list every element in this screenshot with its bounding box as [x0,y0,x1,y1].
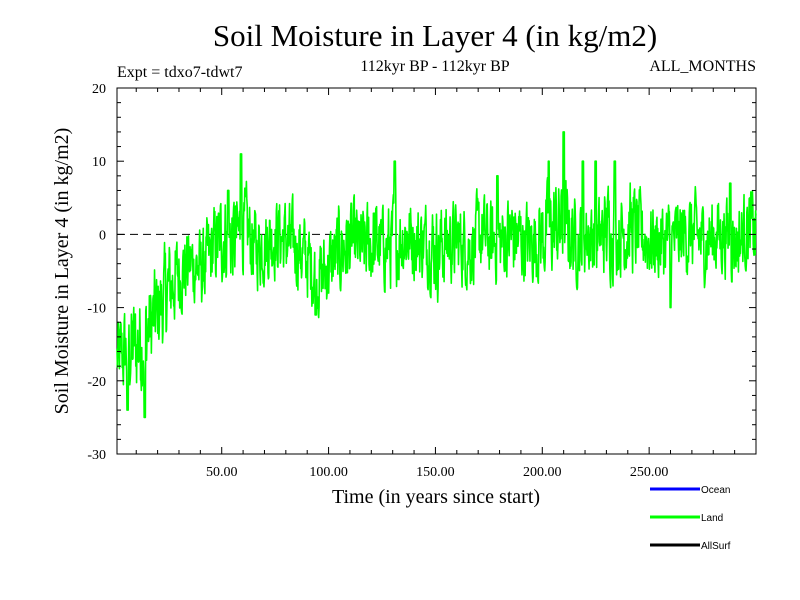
x-axis-ticks: 50.00 100.00 150.00 200.00 250.00 [135,88,736,480]
y-tick-label: -10 [87,302,106,317]
y-tick-label: 10 [92,155,106,170]
x-tick-label: 200.00 [523,465,562,480]
x-tick-label: 50.00 [206,465,238,480]
land-series-line [116,131,757,419]
x-tick-label: 250.00 [630,465,669,480]
x-axis-label: Time (in years since start) [332,486,540,508]
legend-label-ocean: Ocean [701,485,730,496]
experiment-label: Expt = tdxo7-tdwt7 [117,64,242,81]
y-tick-label: -20 [87,375,106,390]
plot-frame [116,87,757,455]
x-tick-label: 150.00 [416,465,455,480]
legend-label-allsurf: AllSurf [701,541,731,552]
y-axis-ticks: -30 -20 -10 0 10 20 [87,82,756,463]
chart-subtitle: 112kyr BP - 112kyr BP [360,58,509,75]
y-axis-label: Soil Moisture in Layer 4 (in kg/m2) [51,128,73,415]
y-tick-label: 20 [92,82,106,97]
land-series [116,131,757,419]
y-tick-label: 0 [99,228,106,243]
chart-title: Soil Moisture in Layer 4 (in kg/m2) [213,18,657,53]
y-tick-label: -30 [87,448,106,463]
x-tick-label: 100.00 [309,465,348,480]
period-label: ALL_MONTHS [649,58,756,75]
legend: Ocean Land AllSurf [650,485,731,552]
legend-label-land: Land [701,513,723,524]
plot-area: -30 -20 -10 0 10 20 50.00 100.00 150.00 200.00 25… [87,82,757,480]
